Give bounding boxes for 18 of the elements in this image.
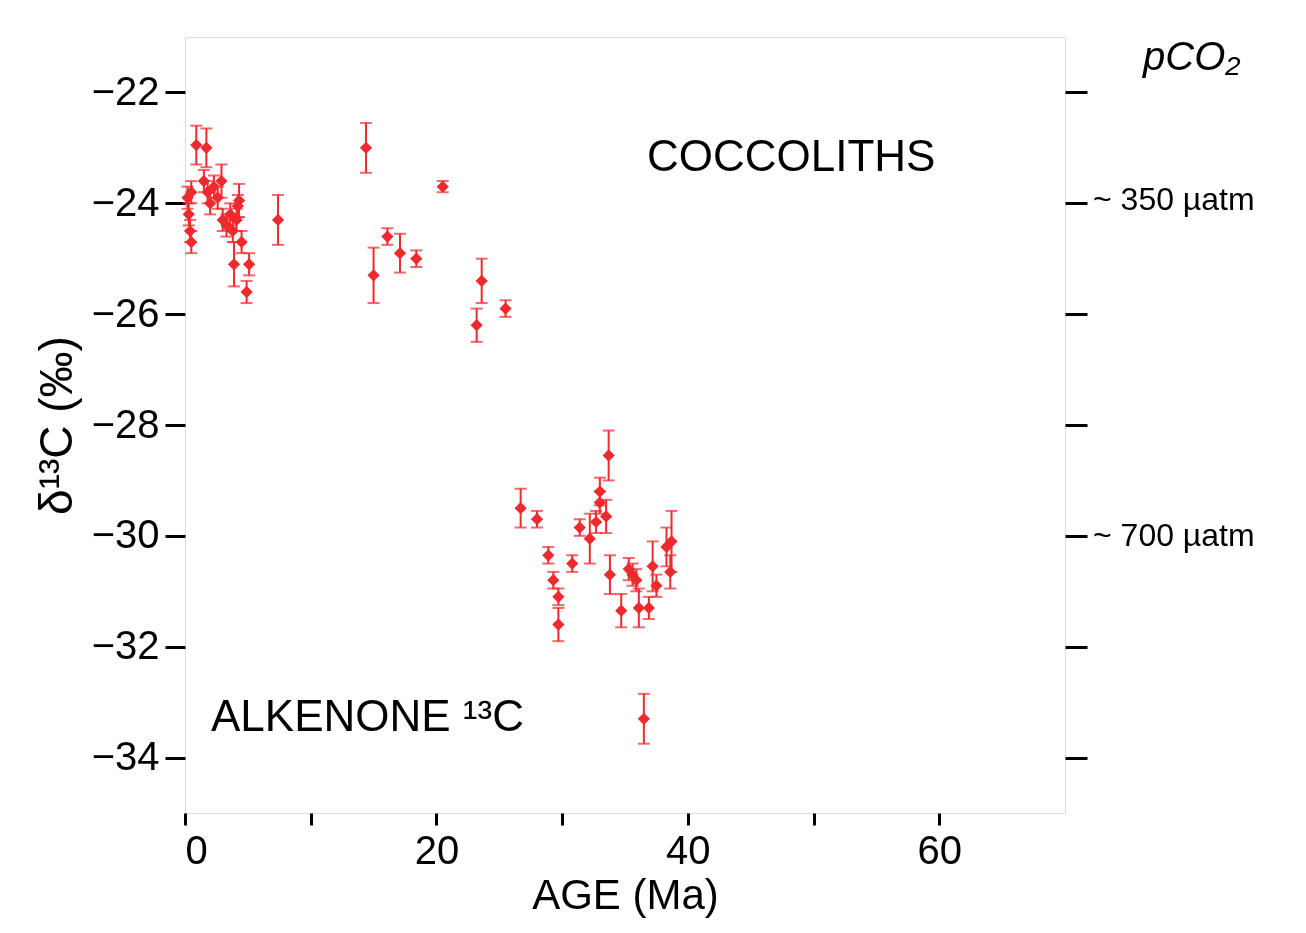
y-tick-label: −32 (91, 623, 160, 668)
text: ~ 350 µatm (1093, 181, 1255, 217)
x-tick-label: 0 (185, 827, 208, 872)
y2-axis-title: pCO₂ (1142, 33, 1241, 78)
y-tick-label: −22 (91, 68, 160, 113)
y-axis-title: δ¹³C (‰) (29, 336, 82, 515)
y-tick-label: −24 (91, 179, 160, 224)
y-tick-label: −26 (91, 290, 160, 335)
x-tick-label: 20 (414, 827, 460, 872)
x-tick-label: 40 (666, 827, 711, 872)
annotation: COCCOLITHS (647, 131, 936, 180)
y-tick-label: −28 (91, 401, 160, 446)
y-tick-label: −30 (91, 512, 160, 557)
y-tick-label: −34 (91, 734, 160, 779)
text: ~ 700 µatm (1093, 517, 1255, 553)
x-tick-label: 60 (917, 827, 963, 872)
x-axis-title: AGE (Ma) (532, 870, 719, 918)
annotation: ALKENONE ¹³C (211, 691, 524, 740)
